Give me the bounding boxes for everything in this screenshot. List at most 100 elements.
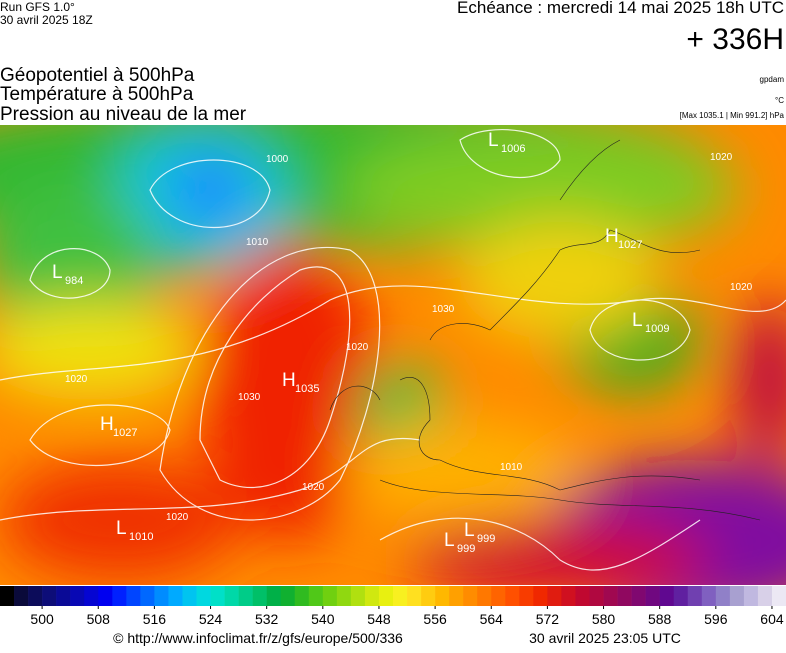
colorbar-cell: [84, 586, 99, 606]
colorbar-cell: [589, 586, 604, 606]
colorbar-cell: [56, 586, 71, 606]
isobar-label: 1030: [238, 392, 261, 403]
center-letter: L: [632, 310, 643, 331]
colorbar-cell: [393, 586, 408, 606]
colorbar-cell: [70, 586, 85, 606]
init: 30 avril 2025 18Z: [0, 13, 93, 27]
colorbar-tick-label: 516: [143, 611, 167, 627]
isobar-label: 1020: [166, 512, 189, 523]
colorbar-cell: [729, 586, 745, 606]
colorbar-cell: [322, 586, 338, 606]
center-value: 999: [477, 533, 495, 545]
colorbar-tick-label: 500: [30, 611, 54, 627]
center-value: 984: [65, 275, 83, 287]
colorbar-cell: [266, 586, 282, 606]
valid-time: Echéance : mercredi 14 mai 2025 18h UTC: [457, 0, 784, 17]
colorbar-tick-label: 508: [87, 611, 111, 627]
colorbar-cell: [477, 586, 492, 606]
colorbar-cell: [378, 586, 394, 606]
colorbar-cell: [575, 586, 590, 606]
colorbar-cell: [126, 586, 141, 606]
colorbar-cell: [645, 586, 660, 606]
center-letter: L: [464, 520, 475, 541]
colorbar-cell: [182, 586, 197, 606]
map: [0, 125, 786, 585]
colorbar-cell: [421, 586, 436, 606]
colorbar-cell: [505, 586, 520, 606]
center-value: 1010: [129, 531, 153, 543]
colorbar-tick-label: 572: [536, 611, 560, 627]
colorbar-cell: [463, 586, 478, 606]
isobar-label: 1020: [710, 152, 733, 163]
colorbar-cell: [435, 586, 450, 606]
colorbar-cell: [238, 586, 253, 606]
colorbar-cell: [533, 586, 548, 606]
colorbar-cell: [154, 586, 169, 606]
colorbar-cell: [364, 586, 380, 606]
colorbar-cell: [98, 586, 113, 606]
colorbar-tick-label: 532: [255, 611, 279, 627]
center-value: 999: [457, 543, 475, 555]
isobar-label: 1010: [500, 462, 523, 473]
colorbar-cell: [687, 586, 703, 606]
isobar-label: 1000: [266, 154, 289, 165]
colorbar-cell: [715, 586, 731, 606]
colorbar-cell: [757, 586, 773, 606]
colorbar-cell: [547, 586, 562, 606]
colorbar-cell: [659, 586, 675, 606]
colorbar-cell: [631, 586, 646, 606]
lead-time: + 336H: [686, 23, 784, 56]
colorbar-tick-label: 596: [704, 611, 728, 627]
colorbar-cell: [168, 586, 183, 606]
colorbar-cell: [112, 586, 127, 606]
colorbar-cell: [0, 586, 15, 606]
colorbar-cell: [519, 586, 534, 606]
center-value: 1009: [645, 323, 669, 335]
center-value: 1027: [113, 427, 137, 439]
colorbar-cell: [140, 586, 155, 606]
colorbar-cell: [42, 586, 57, 606]
isobar-label: 1020: [302, 482, 325, 493]
colorbar-cell: [743, 586, 759, 606]
colorbar-tick-label: 564: [480, 611, 504, 627]
colorbar-cell: [336, 586, 352, 606]
center-value: 1027: [618, 239, 642, 251]
title: Géopotentiel à 500hPa: [0, 65, 195, 86]
colorbar-cell: [210, 586, 225, 606]
title: Température à 500hPa: [0, 84, 194, 105]
center-value: 1006: [501, 143, 525, 155]
isobar-label: 1020: [730, 282, 753, 293]
center-letter: H: [605, 226, 619, 247]
center-letter: H: [282, 370, 296, 391]
title: Pression au niveau de la mer: [0, 104, 247, 125]
colorbar-tick-label: 556: [423, 611, 447, 627]
colorbar-cell: [617, 586, 632, 606]
colorbar-cell: [350, 586, 366, 606]
isobar-label: 1020: [346, 342, 369, 353]
colorbar-tick-label: 588: [648, 611, 672, 627]
isobar-label: 1030: [432, 304, 455, 315]
colorbar-cell: [673, 586, 689, 606]
colorbar-tick-label: 604: [760, 611, 784, 627]
center-letter: L: [444, 530, 455, 551]
unit: gpdam: [760, 75, 785, 84]
colorbar-tick-label: 524: [199, 611, 223, 627]
colorbar-cell: [294, 586, 310, 606]
colorbar-cell: [308, 586, 324, 606]
center-letter: L: [52, 262, 63, 283]
colorbar-tick-label: 540: [311, 611, 335, 627]
colorbar-cell: [224, 586, 239, 606]
colorbar-cell: [771, 586, 786, 606]
unit: [Max 1035.1 | Min 991.2] hPa: [680, 111, 785, 120]
isobar-label: 1010: [246, 237, 269, 248]
colorbar-tick-label: 548: [367, 611, 391, 627]
colorbar-cell: [449, 586, 464, 606]
colorbar-cell: [407, 586, 422, 606]
isobar-label: 1020: [65, 374, 88, 385]
footer-url: © http://www.infoclimat.fr/z/gfs/europe/…: [113, 630, 403, 646]
colorbar-cell: [603, 586, 618, 606]
colorbar-cell: [196, 586, 211, 606]
run: Run GFS 1.0°: [0, 0, 75, 14]
colorbar-cell: [491, 586, 506, 606]
